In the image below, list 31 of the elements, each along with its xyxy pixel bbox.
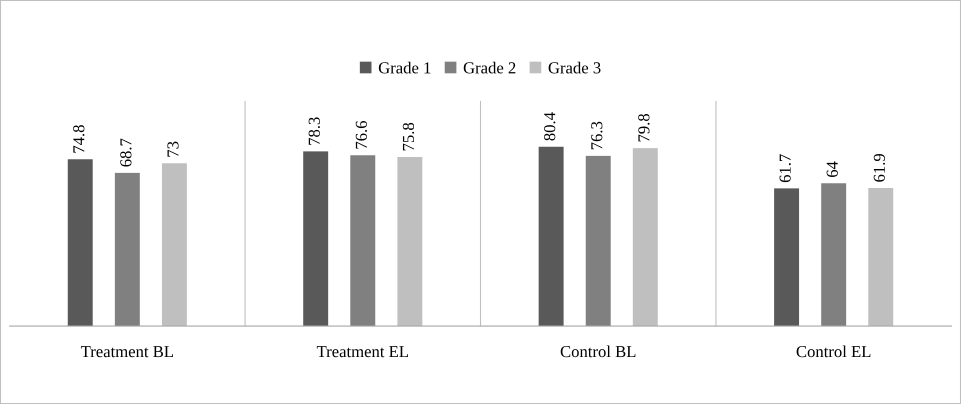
bar [774, 188, 800, 326]
data-label: 61.9 [874, 154, 885, 182]
legend-label: Grade 3 [548, 62, 601, 74]
bar [68, 159, 93, 326]
bar [632, 148, 658, 326]
data-label: 76.3 [591, 122, 602, 150]
data-label: 61.7 [780, 154, 791, 182]
data-label: 78.3 [308, 117, 320, 145]
bar [821, 183, 846, 326]
x-tick-label: Control BL [560, 345, 636, 358]
data-label: 73 [167, 142, 179, 157]
data-label: 68.7 [120, 138, 132, 167]
data-label: 76.6 [356, 120, 368, 149]
x-tick-label: Treatment BL [80, 346, 174, 358]
bar [868, 188, 894, 326]
bar [303, 151, 328, 326]
x-tick-label: Treatment EL [316, 346, 408, 358]
bar [538, 146, 564, 326]
bar [397, 156, 422, 326]
data-label: 80.4 [544, 112, 556, 141]
legend-label: Grade 1 [378, 62, 430, 74]
data-label: 79.8 [638, 114, 650, 142]
bar [162, 163, 187, 326]
data-label: 74.8 [73, 125, 84, 153]
data-label: 64 [826, 161, 838, 178]
data-label: 75.8 [402, 122, 414, 150]
legend-label: Grade 2 [464, 62, 516, 74]
bar [350, 155, 376, 326]
bar [114, 172, 140, 326]
x-tick-label: Control EL [796, 345, 870, 358]
bar [586, 156, 611, 326]
